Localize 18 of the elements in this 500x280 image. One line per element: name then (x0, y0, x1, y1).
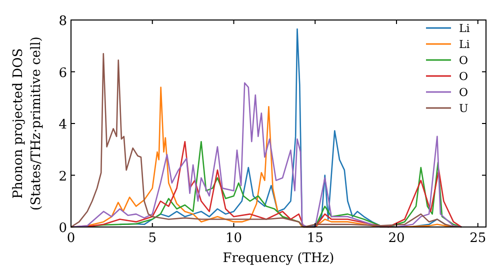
x-tick-label: 25 (470, 231, 486, 246)
legend-label: O (459, 86, 468, 99)
x-tick-label: 15 (306, 231, 324, 246)
y-tick-label: 2 (58, 169, 67, 184)
y-tick-label: 8 (58, 14, 67, 29)
y-tick-label: 0 (58, 221, 67, 236)
legend-label: U (459, 102, 468, 115)
x-tick-label: 10 (225, 231, 242, 246)
y-tick-label: 6 (58, 66, 67, 81)
legend-label: O (459, 70, 468, 83)
x-tick-label: 20 (388, 231, 405, 246)
legend-label: O (459, 54, 468, 67)
y-tick-label: 4 (58, 118, 67, 132)
y-axis-title: Phonon projected DOS (States/THz·primitive cell) (11, 36, 44, 211)
x-tick-label: 5 (148, 231, 157, 246)
x-axis-title: Frequency (THz) (222, 251, 334, 266)
legend-label: Li (459, 38, 470, 51)
legend-label: Li (459, 22, 470, 35)
